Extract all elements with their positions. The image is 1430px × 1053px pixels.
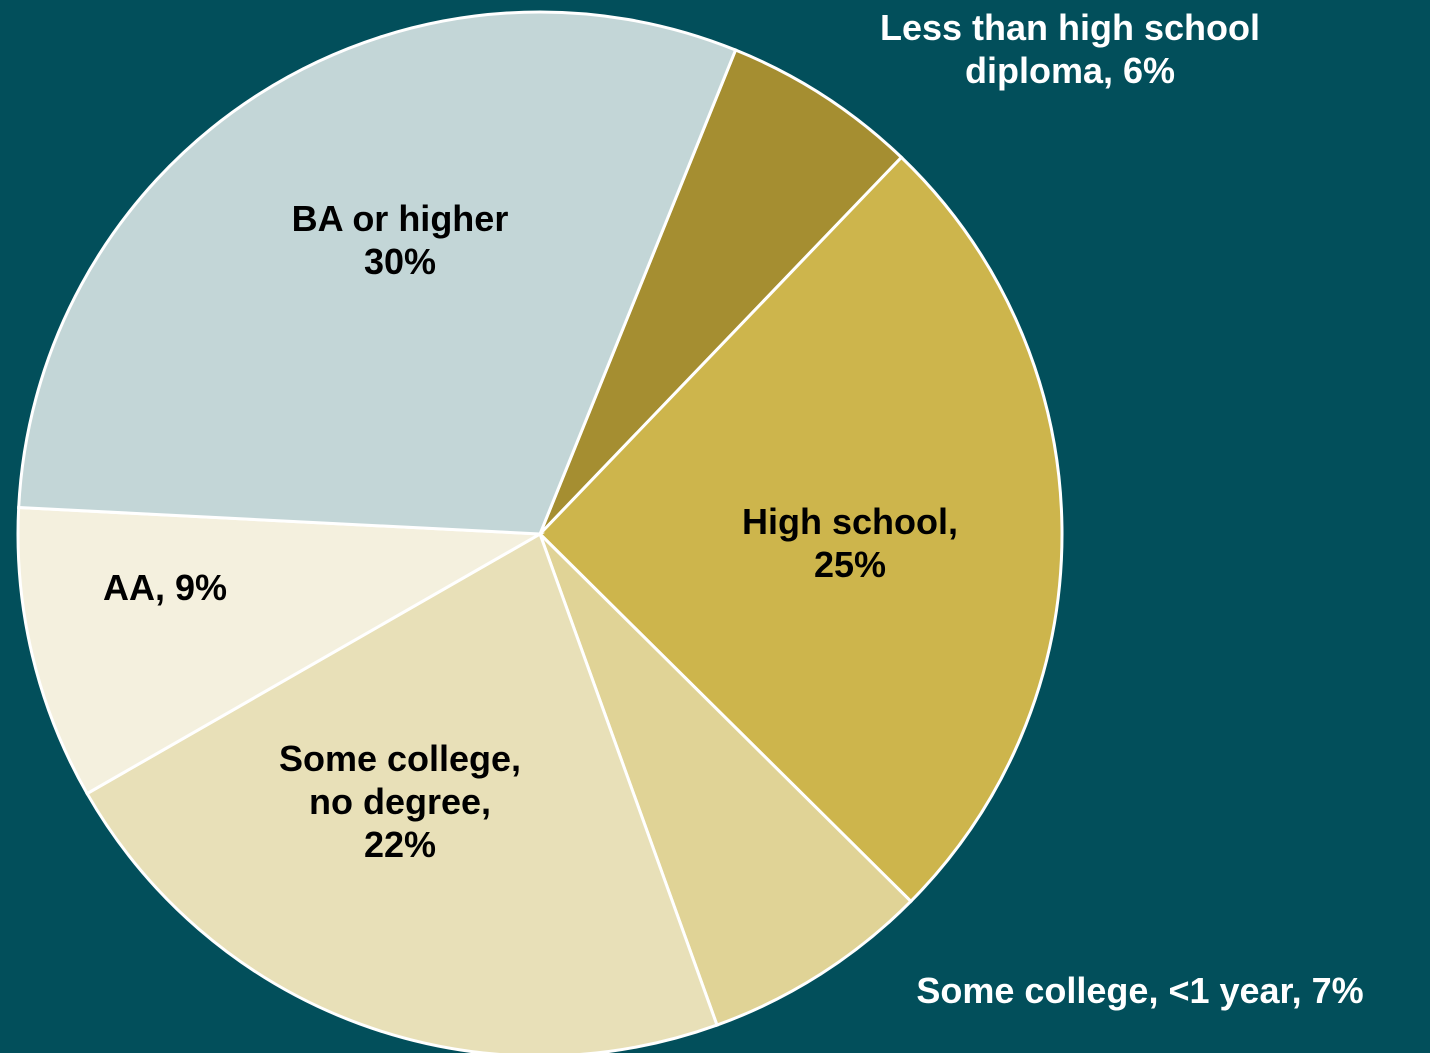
label-ba-or-higher: BA or higher 30%: [291, 198, 509, 283]
label-some-college-no-degree: Some college, no degree, 22%: [278, 738, 522, 866]
pie-slice-some-college-no-degree: [85, 531, 719, 1053]
label-less-than-high-school: Less than high school diploma, 6%: [879, 7, 1261, 92]
label-high-school: High school, 25%: [742, 501, 958, 586]
pie-slice-some-college-1-year: [538, 532, 913, 1028]
pie-slice-ba-or-higher: [17, 10, 738, 536]
pie-slice-high-school: [537, 155, 1064, 904]
label-some-college-less-than-one-year: Some college, <1 year, 7%: [916, 970, 1364, 1011]
label-aa: AA, 9%: [102, 567, 228, 608]
pie-slice-aa: [16, 505, 546, 796]
pie-slice-less-than-high-school-diploma: [538, 48, 904, 536]
